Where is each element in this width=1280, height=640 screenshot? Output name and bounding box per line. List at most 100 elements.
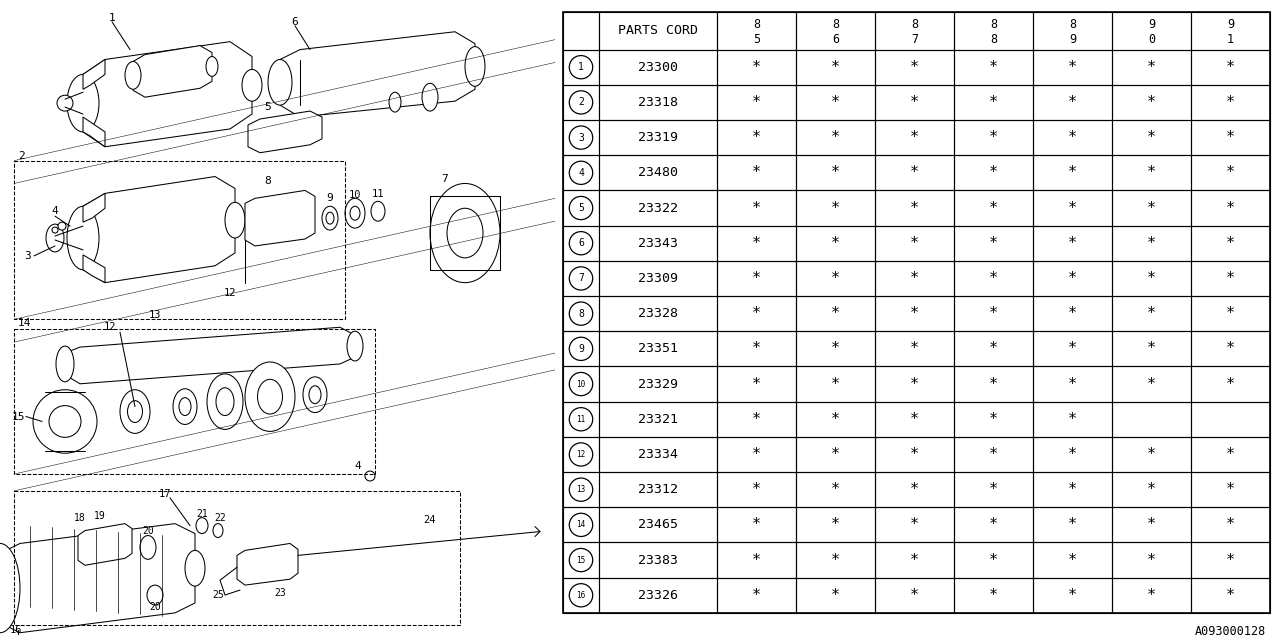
Text: *: * [831, 412, 840, 427]
Bar [796, 472, 876, 508]
Bar [1112, 472, 1190, 508]
Text: 4: 4 [51, 206, 59, 216]
Text: 12: 12 [224, 287, 237, 298]
Bar [876, 508, 954, 543]
Bar [1033, 49, 1112, 84]
Bar [717, 437, 796, 472]
Text: *: * [989, 60, 998, 75]
Text: *: * [989, 482, 998, 497]
Ellipse shape [465, 47, 485, 86]
Bar [1190, 437, 1270, 472]
Text: *: * [1068, 200, 1076, 216]
Bar [1112, 226, 1190, 261]
Ellipse shape [147, 585, 163, 605]
Bar [599, 543, 717, 578]
Text: 7: 7 [442, 173, 448, 184]
Text: *: * [1147, 341, 1156, 356]
Text: *: * [1068, 517, 1076, 532]
Text: *: * [910, 447, 919, 462]
Bar [876, 191, 954, 226]
Text: 7: 7 [911, 33, 918, 46]
Bar [1112, 296, 1190, 332]
Text: 13: 13 [576, 485, 586, 494]
Text: *: * [751, 552, 762, 568]
Bar [796, 437, 876, 472]
Text: *: * [910, 130, 919, 145]
Bar [599, 156, 717, 191]
Text: *: * [751, 376, 762, 392]
Bar [1190, 49, 1270, 84]
Ellipse shape [242, 69, 262, 101]
Text: 23: 23 [274, 588, 285, 598]
Text: 6: 6 [832, 33, 840, 46]
Bar [563, 296, 599, 332]
Text: *: * [910, 306, 919, 321]
Text: 16: 16 [10, 625, 23, 635]
Bar [563, 84, 599, 120]
Text: 13: 13 [148, 310, 161, 321]
Text: 3: 3 [24, 251, 32, 261]
Text: 18: 18 [74, 513, 86, 523]
Text: 6: 6 [579, 238, 584, 248]
Text: 9: 9 [1148, 18, 1155, 31]
Bar [876, 261, 954, 296]
Bar [954, 402, 1033, 437]
Text: *: * [1226, 236, 1235, 251]
Text: 0: 0 [1148, 33, 1155, 46]
Bar [876, 296, 954, 332]
Bar [1112, 49, 1190, 84]
Text: *: * [751, 271, 762, 286]
Bar [876, 543, 954, 578]
Text: *: * [831, 552, 840, 568]
Bar [796, 543, 876, 578]
Bar [1190, 191, 1270, 226]
Text: *: * [1147, 552, 1156, 568]
Bar [1190, 84, 1270, 120]
Bar [599, 578, 717, 613]
Bar [563, 543, 599, 578]
Text: *: * [1226, 341, 1235, 356]
Text: *: * [989, 447, 998, 462]
Polygon shape [83, 193, 105, 222]
Text: *: * [751, 306, 762, 321]
Text: 8: 8 [989, 18, 997, 31]
Text: *: * [1226, 200, 1235, 216]
Polygon shape [133, 45, 212, 97]
Bar [954, 12, 1033, 49]
Text: 8: 8 [579, 308, 584, 319]
Text: *: * [1147, 95, 1156, 110]
Text: 10: 10 [576, 380, 586, 388]
Text: 8: 8 [265, 177, 271, 186]
Bar [563, 156, 599, 191]
Text: *: * [1147, 482, 1156, 497]
Ellipse shape [268, 60, 292, 105]
Bar [599, 12, 717, 49]
Text: *: * [989, 95, 998, 110]
Bar [876, 437, 954, 472]
Ellipse shape [173, 388, 197, 424]
Text: *: * [1226, 306, 1235, 321]
Ellipse shape [244, 362, 294, 431]
Ellipse shape [430, 184, 500, 283]
Text: 10: 10 [348, 190, 361, 200]
Ellipse shape [125, 61, 141, 89]
Text: *: * [1068, 60, 1076, 75]
Bar [1033, 226, 1112, 261]
Bar [599, 332, 717, 367]
Text: *: * [1226, 588, 1235, 603]
Bar [876, 578, 954, 613]
Text: *: * [989, 376, 998, 392]
Ellipse shape [67, 206, 99, 269]
Text: 11: 11 [371, 189, 384, 200]
Text: 23300: 23300 [637, 61, 678, 74]
Polygon shape [0, 524, 195, 633]
Ellipse shape [206, 56, 218, 76]
Bar [1190, 578, 1270, 613]
Text: *: * [1226, 482, 1235, 497]
Bar [1033, 120, 1112, 156]
Text: *: * [1147, 60, 1156, 75]
Bar [717, 261, 796, 296]
Text: *: * [831, 60, 840, 75]
Polygon shape [83, 177, 236, 283]
Bar [563, 12, 1270, 613]
